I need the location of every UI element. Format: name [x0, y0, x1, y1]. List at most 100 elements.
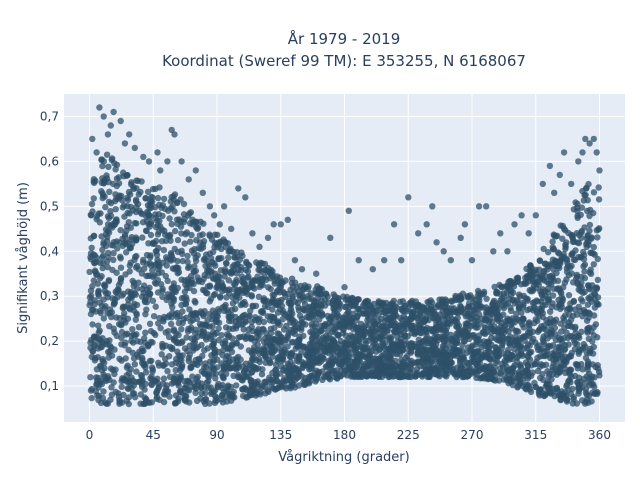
- data-point: [155, 244, 162, 252]
- data-point: [565, 271, 573, 279]
- data-point: [106, 323, 113, 330]
- data-point: [285, 329, 293, 336]
- data-point: [215, 348, 222, 356]
- data-point: [229, 300, 237, 307]
- data-point: [583, 391, 590, 398]
- data-point: [313, 270, 320, 277]
- data-point: [442, 371, 449, 378]
- data-point: [590, 189, 598, 196]
- data-point: [202, 396, 209, 403]
- data-point: [578, 204, 586, 211]
- data-point: [562, 245, 569, 253]
- data-point: [549, 389, 556, 396]
- data-point: [191, 338, 199, 346]
- data-point: [567, 366, 574, 374]
- data-point: [158, 238, 166, 245]
- data-point: [524, 297, 531, 304]
- data-point: [159, 344, 166, 351]
- data-point: [346, 353, 353, 361]
- data-point: [196, 232, 203, 239]
- data-point: [369, 266, 376, 273]
- data-point: [129, 326, 136, 333]
- data-point: [573, 271, 581, 279]
- data-point: [412, 370, 419, 378]
- data-point: [180, 316, 187, 323]
- data-point: [301, 381, 308, 388]
- data-point: [159, 212, 166, 220]
- data-point: [172, 359, 180, 366]
- data-point: [335, 332, 342, 339]
- data-point: [222, 324, 230, 331]
- data-point: [266, 317, 274, 324]
- data-point: [480, 372, 488, 380]
- data-point: [245, 372, 252, 379]
- data-point: [117, 227, 124, 234]
- data-point: [300, 286, 307, 293]
- data-point: [282, 293, 289, 301]
- data-point: [95, 329, 103, 336]
- data-point: [91, 342, 98, 349]
- data-point: [131, 361, 138, 368]
- data-point: [344, 309, 352, 316]
- data-point: [116, 396, 123, 404]
- data-point: [501, 323, 508, 330]
- data-point: [504, 346, 512, 354]
- data-point: [579, 397, 586, 404]
- data-point: [141, 265, 148, 272]
- data-point: [272, 372, 279, 379]
- data-point: [320, 355, 327, 363]
- data-point: [101, 179, 108, 186]
- data-point: [452, 318, 459, 325]
- data-point: [114, 245, 121, 252]
- data-point: [222, 301, 229, 309]
- data-point: [246, 312, 253, 319]
- data-point: [564, 381, 571, 388]
- data-point: [124, 288, 132, 295]
- data-point: [100, 192, 107, 199]
- data-point: [555, 364, 562, 371]
- data-point: [433, 363, 440, 371]
- data-point: [575, 387, 583, 395]
- data-point: [273, 288, 280, 296]
- data-point: [400, 373, 407, 380]
- data-point: [118, 192, 125, 200]
- data-point: [185, 176, 192, 183]
- data-point: [146, 284, 153, 291]
- data-point: [519, 376, 527, 383]
- data-point: [520, 292, 527, 300]
- data-point: [233, 355, 240, 362]
- data-point: [575, 350, 582, 357]
- data-point: [210, 248, 217, 256]
- data-point: [138, 345, 146, 352]
- data-point: [324, 312, 331, 320]
- data-point: [496, 290, 504, 298]
- data-point: [149, 366, 156, 373]
- data-point: [290, 381, 297, 388]
- data-point: [194, 225, 201, 232]
- data-point: [208, 389, 215, 396]
- data-point: [587, 270, 595, 277]
- data-point: [177, 387, 184, 394]
- x-tick-label: 225: [397, 428, 420, 442]
- data-point: [467, 292, 474, 299]
- data-point: [145, 158, 153, 165]
- data-point: [464, 312, 471, 320]
- data-point: [245, 261, 252, 268]
- data-point: [454, 332, 461, 340]
- data-point: [216, 221, 223, 228]
- data-point: [317, 349, 324, 356]
- data-point: [241, 384, 248, 392]
- data-point: [170, 326, 178, 333]
- data-point: [514, 384, 521, 391]
- data-point: [183, 294, 190, 301]
- data-point: [199, 244, 207, 251]
- data-point: [222, 243, 229, 251]
- data-point: [542, 361, 550, 368]
- data-point: [88, 244, 95, 251]
- data-point: [135, 191, 142, 198]
- data-point: [269, 298, 276, 306]
- data-point: [325, 335, 332, 342]
- data-point: [168, 345, 176, 353]
- data-point: [258, 275, 266, 282]
- data-point: [162, 329, 169, 336]
